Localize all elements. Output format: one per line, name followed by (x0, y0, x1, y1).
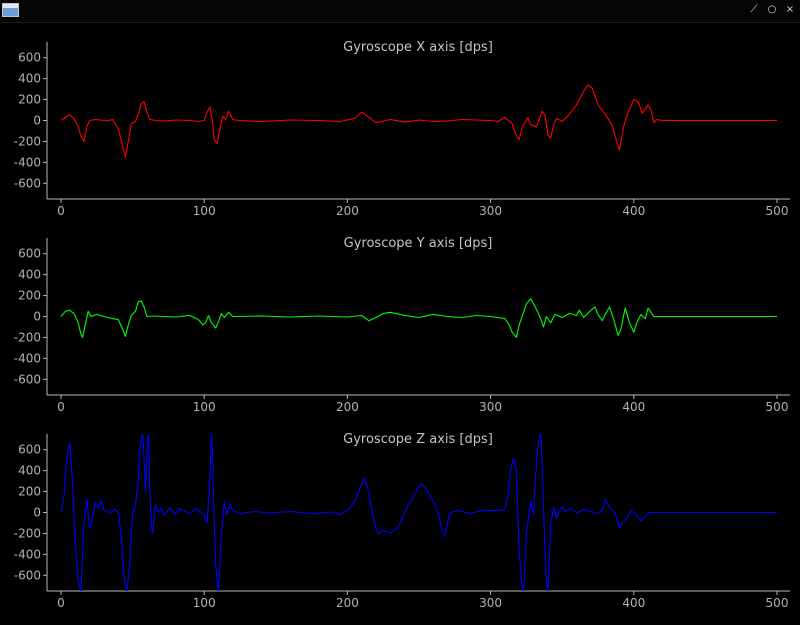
y-tick-label: 600 (18, 51, 41, 65)
y-tick-label: 0 (33, 310, 41, 324)
y-tick-label: 600 (18, 247, 41, 261)
x-tick-label: 0 (57, 400, 65, 414)
y-tick-label: -200 (14, 526, 41, 540)
y-tick-label: 200 (18, 485, 41, 499)
y-tick-label: 600 (18, 443, 41, 457)
x-tick-label: 200 (336, 204, 359, 218)
y-tick-label: 0 (33, 506, 41, 520)
data-series-line (60, 434, 777, 591)
x-tick-label: 300 (479, 204, 502, 218)
x-tick-label: 300 (479, 400, 502, 414)
y-tick-label: 200 (18, 93, 41, 107)
y-tick-label: 0 (33, 114, 41, 128)
y-tick-label: 400 (18, 268, 41, 282)
data-series-line (60, 84, 777, 158)
maximize-icon[interactable]: ○ (767, 4, 777, 15)
chart-title: Gyroscope Z axis [dps] (343, 432, 493, 447)
minimize-icon[interactable]: ⟋ (750, 4, 758, 15)
x-tick-label: 100 (193, 400, 216, 414)
y-tick-label: -400 (14, 155, 41, 169)
x-tick-label: 500 (766, 400, 789, 414)
close-icon[interactable]: × (785, 4, 795, 15)
x-tick-label: 200 (336, 596, 359, 610)
y-tick-label: -200 (14, 330, 41, 344)
y-tick-label: 400 (18, 72, 41, 86)
x-tick-label: 500 (766, 204, 789, 218)
x-tick-label: 0 (57, 596, 65, 610)
x-tick-label: 200 (336, 400, 359, 414)
y-tick-label: -200 (14, 134, 41, 148)
gyroscope-plots: Gyroscope X axis [dps] 600 400 200 0 -200 -400… (14, 40, 790, 610)
y-tick-label: 400 (18, 464, 41, 478)
x-tick-label: 100 (193, 596, 216, 610)
x-tick-label: 100 (193, 204, 216, 218)
x-tick-label: 500 (766, 596, 789, 610)
x-tick-label: 300 (479, 596, 502, 610)
x-tick-label: 400 (622, 400, 645, 414)
y-tick-label: -600 (14, 176, 41, 190)
chart-title: Gyroscope X axis [dps] (343, 40, 493, 55)
y-tick-label: -400 (14, 351, 41, 365)
y-tick-label: -600 (14, 372, 41, 386)
x-tick-label: 400 (622, 204, 645, 218)
data-series-line (60, 298, 777, 338)
x-tick-label: 0 (57, 204, 65, 218)
y-tick-label: -600 (14, 568, 41, 582)
y-tick-label: 200 (18, 289, 41, 303)
window-titlebar[interactable]: ⟋ ○ × (0, 0, 800, 23)
y-tick-label: -400 (14, 547, 41, 561)
x-tick-label: 400 (622, 596, 645, 610)
chart-title: Gyroscope Y axis [dps] (344, 236, 493, 251)
app-window-icon (2, 3, 19, 17)
